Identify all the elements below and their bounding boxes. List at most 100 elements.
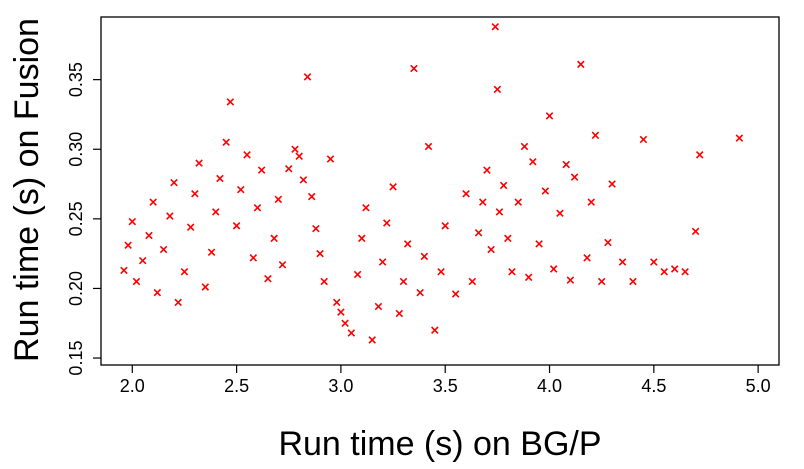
- data-point: [462, 190, 470, 198]
- data-point: [237, 185, 245, 194]
- data-point: [291, 145, 299, 154]
- data-point: [545, 112, 554, 120]
- data-point: [368, 336, 376, 344]
- data-point: [566, 276, 575, 284]
- data-point: [284, 164, 293, 173]
- data-point: [587, 198, 596, 206]
- x-tick-label: 2.5: [224, 376, 249, 396]
- data-point: [604, 238, 612, 247]
- data-point: [541, 187, 550, 195]
- data-point: [451, 290, 460, 298]
- data-point: [303, 73, 312, 81]
- data-point: [735, 134, 744, 142]
- data-point: [124, 241, 132, 250]
- data-point: [378, 258, 387, 266]
- y-tick-label: 0.30: [66, 132, 86, 167]
- data-point: [608, 180, 616, 188]
- data-point: [264, 274, 272, 283]
- data-point: [691, 227, 700, 236]
- data-point: [153, 288, 162, 297]
- x-tick-label: 5.0: [746, 376, 771, 396]
- data-point: [232, 222, 241, 230]
- data-point: [332, 298, 341, 307]
- data-point: [383, 219, 391, 227]
- data-point: [474, 228, 483, 237]
- data-point: [591, 131, 600, 140]
- data-point: [468, 277, 477, 286]
- data-point: [514, 198, 522, 206]
- data-point: [257, 166, 266, 174]
- data-point: [597, 277, 606, 286]
- data-point: [618, 258, 627, 266]
- data-point: [128, 217, 137, 226]
- data-point: [639, 135, 648, 144]
- y-axis: 0.15 0.20 0.25 0.30 0.35: [66, 62, 101, 376]
- data-point: [508, 267, 516, 276]
- data-point: [504, 234, 512, 243]
- data-point: [186, 223, 195, 231]
- data-point: [556, 209, 564, 218]
- data-point: [253, 203, 262, 212]
- data-point: [437, 267, 445, 276]
- data-point: [341, 319, 349, 328]
- data-point: [491, 22, 500, 31]
- data-point: [681, 267, 689, 276]
- data-point: [295, 152, 303, 160]
- data-point: [166, 212, 174, 220]
- data-point: [216, 174, 224, 183]
- data-point: [495, 208, 504, 216]
- y-axis-label: Run time (s) on Fusion: [8, 18, 46, 362]
- data-point: [132, 277, 141, 286]
- data-point: [424, 142, 433, 151]
- data-point: [374, 302, 383, 311]
- data-point: [316, 249, 324, 258]
- data-point: [420, 252, 429, 261]
- x-tick-label: 4.5: [641, 376, 666, 396]
- data-point: [524, 273, 533, 282]
- data-point: [441, 222, 449, 230]
- data-point: [145, 231, 153, 240]
- data-point: [207, 248, 216, 257]
- data-point: [416, 288, 424, 297]
- data-point: [403, 240, 412, 248]
- data-point: [520, 142, 529, 151]
- data-point: [337, 308, 345, 316]
- data-point: [274, 195, 283, 204]
- data-point: [479, 198, 487, 206]
- data-point: [299, 176, 308, 184]
- data-point: [483, 166, 491, 174]
- data-point: [149, 198, 157, 206]
- data-point: [395, 309, 404, 318]
- x-tick-label: 3.0: [328, 376, 353, 396]
- data-point: [487, 245, 495, 254]
- data-point: [249, 254, 258, 262]
- data-point: [577, 60, 585, 69]
- data-point: [243, 151, 251, 159]
- data-point: [529, 158, 537, 166]
- data-point: [562, 160, 570, 169]
- data-point: [695, 151, 704, 159]
- data-point: [583, 254, 591, 262]
- data-point: [120, 266, 128, 275]
- data-point: [270, 234, 278, 243]
- data-point: [307, 192, 316, 201]
- data-point: [499, 181, 508, 190]
- x-tick-label: 2.0: [120, 376, 145, 396]
- data-point: [347, 329, 356, 337]
- data-point: [650, 258, 658, 266]
- data-point: [493, 85, 502, 94]
- data-point: [222, 138, 230, 147]
- x-axis-label: Run time (s) on BG/P: [278, 425, 601, 463]
- data-point: [326, 155, 335, 163]
- y-tick-label: 0.15: [66, 341, 86, 376]
- data-point: [389, 183, 397, 191]
- data-point: [535, 240, 543, 248]
- y-tick-label: 0.20: [66, 271, 86, 306]
- data-point: [570, 173, 579, 181]
- data-point: [195, 159, 203, 167]
- data-point: [410, 64, 418, 73]
- data-point: [629, 277, 637, 286]
- data-point: [180, 267, 189, 276]
